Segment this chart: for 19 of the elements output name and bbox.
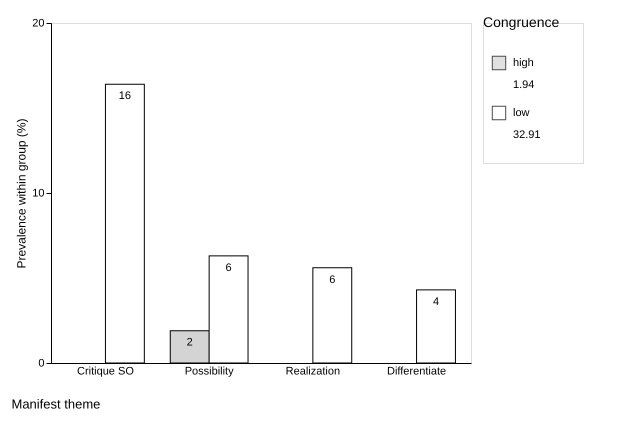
x-tick-label: Possibility — [184, 366, 234, 378]
y-axis-title: Prevalence within group (%) — [14, 118, 28, 269]
data-label: 6 — [226, 262, 232, 274]
y-tick-label: 20 — [32, 18, 44, 30]
legend-label: low — [513, 107, 530, 119]
y-tick-label: 10 — [32, 188, 44, 200]
x-tick-label: Realization — [286, 366, 340, 378]
data-label: 16 — [118, 90, 132, 102]
x-tick-label: Differentiate — [387, 366, 446, 378]
text: 1.94 — [513, 79, 534, 91]
x-tick-label: Critique SO — [77, 366, 134, 378]
text: 32.91 — [513, 129, 541, 141]
data-label: 6 — [329, 274, 336, 286]
x-axis-title: Manifest theme — [12, 396, 100, 412]
y-tick-label: 0 — [38, 358, 44, 370]
legend-label: high — [513, 57, 534, 69]
data-label: 2 — [186, 336, 193, 349]
data-label: 4 — [432, 296, 440, 308]
legend-title: Congruence — [483, 14, 560, 30]
